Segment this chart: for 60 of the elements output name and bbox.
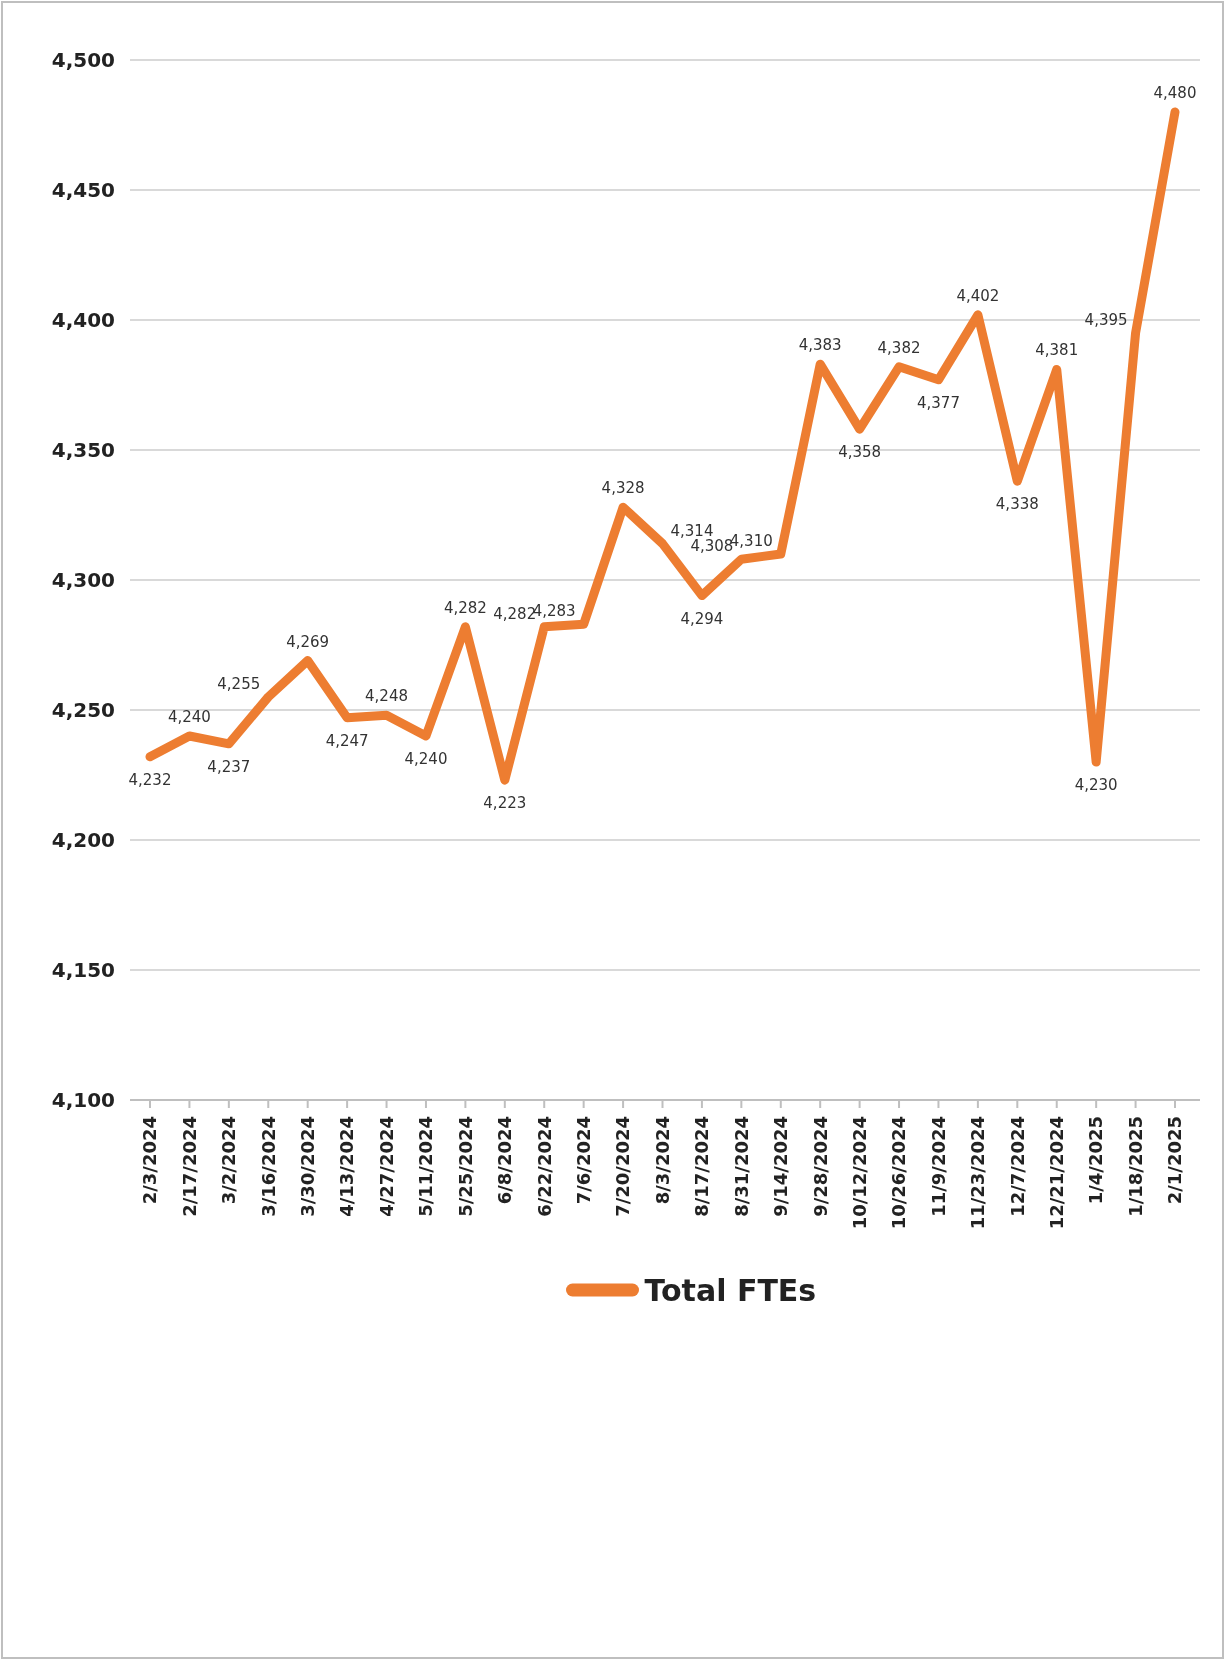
y-tick-label: 4,200 [51, 828, 115, 852]
y-tick-label: 4,500 [51, 48, 115, 72]
x-tick-label: 2/3/2024 [139, 1116, 161, 1205]
data-label: 4,480 [1153, 84, 1197, 102]
data-label: 4,240 [167, 708, 211, 726]
x-tick-label: 5/11/2024 [415, 1116, 437, 1217]
data-label: 4,294 [680, 609, 724, 628]
y-tick-label: 4,350 [51, 438, 115, 462]
data-label: 4,358 [838, 443, 882, 462]
data-label: 4,395 [1084, 311, 1128, 329]
x-tick-label: 2/17/2024 [178, 1116, 200, 1217]
data-label: 4,230 [1074, 776, 1118, 794]
y-tick-label: 4,400 [51, 308, 115, 332]
x-tick-label: 11/23/2024 [967, 1116, 989, 1230]
x-tick-label: 12/21/2024 [1046, 1116, 1068, 1230]
x-tick-label: 6/8/2024 [494, 1116, 516, 1205]
data-label: 4,383 [798, 336, 842, 355]
x-tick-label: 3/16/2024 [257, 1116, 279, 1217]
y-tick-label: 4,100 [51, 1088, 115, 1112]
data-label: 4,232 [128, 770, 172, 789]
data-label: 4,255 [217, 675, 261, 693]
x-tick-label: 4/13/2024 [336, 1116, 358, 1217]
x-tick-label: 7/6/2024 [572, 1116, 594, 1205]
x-tick-label: 9/28/2024 [809, 1116, 831, 1217]
data-label: 4,382 [877, 338, 921, 357]
x-tick-label: 1/18/2025 [1124, 1116, 1146, 1217]
data-label: 4,223 [483, 794, 527, 813]
legend-label: Total FTEs [644, 1272, 817, 1308]
data-label: 4,240 [404, 750, 448, 768]
data-label: 4,237 [207, 757, 251, 776]
x-tick-label: 12/7/2024 [1006, 1116, 1028, 1217]
x-tick-label: 10/12/2024 [848, 1116, 870, 1230]
x-tick-label: 7/20/2024 [612, 1116, 634, 1217]
x-tick-label: 5/25/2024 [454, 1116, 476, 1217]
data-label: 4,247 [325, 731, 369, 750]
x-tick-label: 8/3/2024 [651, 1116, 673, 1205]
data-label: 4,377 [916, 393, 960, 412]
data-label: 4,328 [601, 479, 645, 498]
y-tick-label: 4,450 [51, 178, 115, 202]
x-tick-label: 3/30/2024 [296, 1116, 318, 1217]
x-tick-label: 6/22/2024 [533, 1116, 555, 1217]
data-label: 4,269 [286, 632, 330, 651]
data-label: 4,282 [443, 598, 487, 617]
data-label: 4,381 [1035, 341, 1079, 360]
y-tick-label: 4,300 [51, 568, 115, 592]
x-tick-label: 10/26/2024 [888, 1116, 910, 1230]
x-tick-label: 11/9/2024 [927, 1116, 949, 1217]
x-tick-label: 2/1/2025 [1164, 1116, 1186, 1205]
x-tick-label: 8/17/2024 [691, 1116, 713, 1217]
y-tick-label: 4,150 [51, 958, 115, 982]
x-tick-label: 9/14/2024 [770, 1116, 792, 1217]
data-label: 4,248 [365, 687, 409, 706]
data-label: 4,402 [956, 286, 1000, 305]
x-tick-label: 8/31/2024 [730, 1116, 752, 1217]
data-label: 4,314 [670, 521, 714, 540]
y-tick-label: 4,250 [51, 698, 115, 722]
x-tick-label: 4/27/2024 [375, 1116, 397, 1217]
data-label: 4,338 [995, 495, 1039, 514]
x-tick-label: 3/2/2024 [218, 1116, 240, 1205]
x-tick-label: 1/4/2025 [1085, 1116, 1107, 1205]
